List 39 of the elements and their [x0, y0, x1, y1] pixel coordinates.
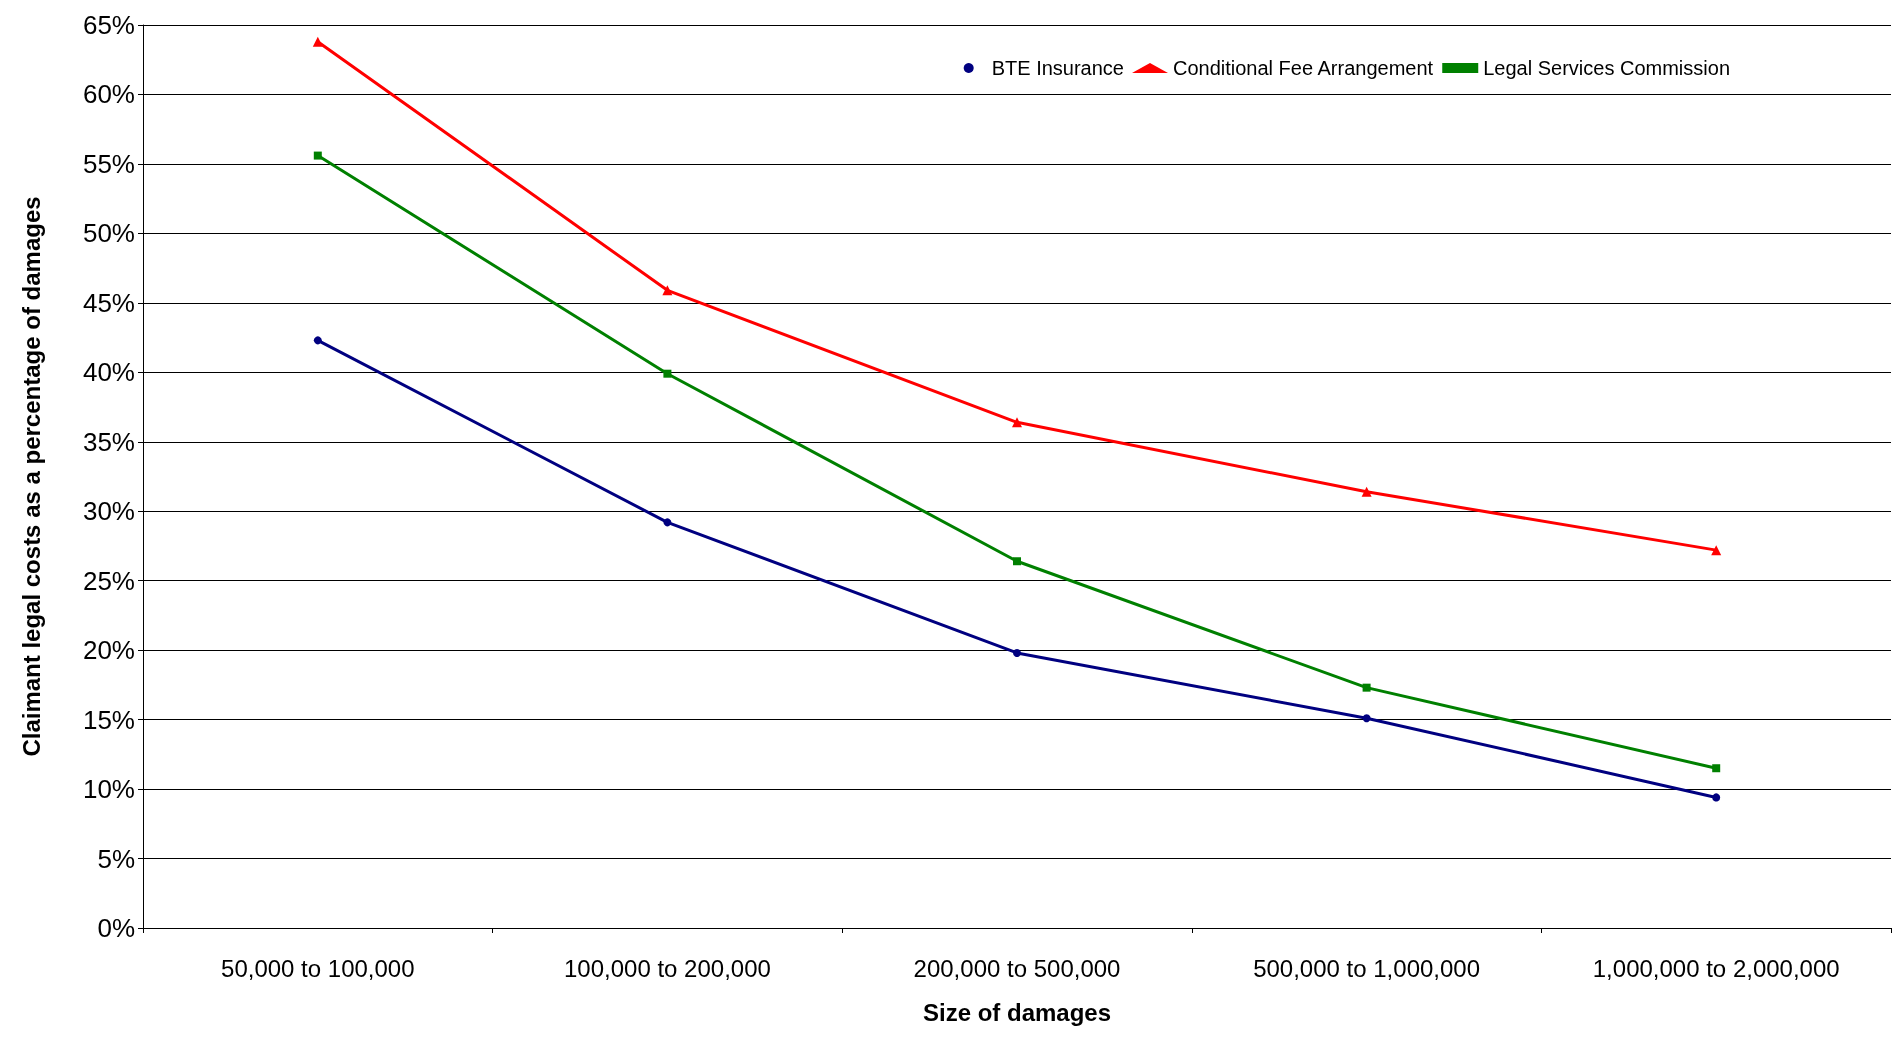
y-tick-label: 60% [82, 79, 135, 110]
y-tick-label: 25% [82, 565, 135, 596]
y-tick-label: 65% [82, 10, 135, 40]
y-tick-label: 40% [82, 357, 135, 388]
y-tick-label: 45% [82, 287, 135, 318]
x-tick-label: 500,000 to 1,000,000 [1253, 954, 1481, 982]
legend-label: Conditional Fee Arrangement [1172, 57, 1434, 79]
point [1361, 486, 1372, 497]
point [1712, 793, 1721, 802]
legend-label: BTE Insurance [991, 57, 1124, 79]
y-tick-label: 30% [82, 496, 135, 527]
point [1012, 417, 1022, 428]
legend-label: Legal Services Commission [1483, 57, 1731, 79]
y-tick-label: 20% [82, 635, 135, 666]
y-tick-label: 55% [82, 148, 135, 179]
point [663, 369, 672, 378]
x-axis-title: Size of damages [922, 998, 1112, 1026]
point [1712, 764, 1721, 773]
point [313, 151, 322, 160]
point [663, 518, 672, 527]
y-tick-label: 50% [82, 218, 135, 249]
point [1362, 714, 1371, 723]
x-tick-label: 100,000 to 200,000 [563, 954, 771, 982]
point [1013, 557, 1021, 566]
y-axis-title: Claimant legal costs as a percentage of damages [17, 196, 45, 757]
point [662, 285, 673, 296]
y-tick-label: 0% [97, 913, 135, 943]
point [1362, 683, 1371, 692]
x-tick-label: 50,000 to 100,000 [221, 954, 415, 982]
y-tick-label: 15% [82, 704, 135, 735]
point [312, 36, 323, 47]
point [313, 336, 322, 345]
point [1013, 648, 1021, 657]
y-tick-label: 35% [82, 426, 135, 457]
point [1711, 545, 1722, 556]
y-tick-label: 10% [82, 774, 135, 805]
x-tick-label: 1,000,000 to 2,000,000 [1592, 954, 1840, 982]
y-tick-label: 5% [97, 843, 135, 874]
x-tick-label: 200,000 to 500,000 [913, 954, 1121, 982]
